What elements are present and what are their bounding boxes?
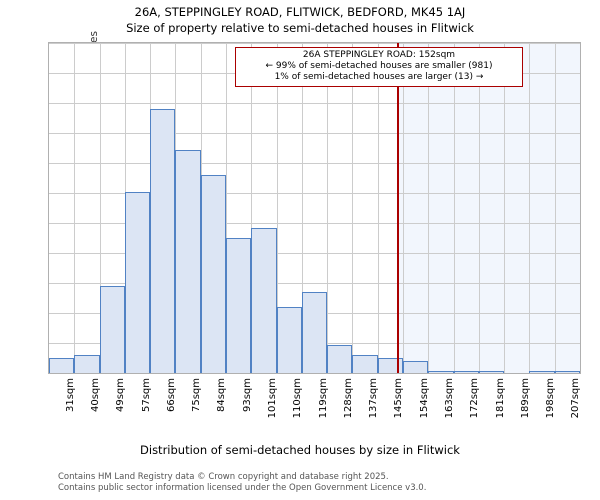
gridline-h: [49, 133, 580, 134]
gridline-h: [49, 193, 580, 194]
histogram-bar: [125, 191, 150, 373]
x-tick-label: 110sqm: [292, 378, 304, 419]
x-tick-label: 40sqm: [89, 378, 101, 413]
x-tick-label: 128sqm: [342, 378, 354, 419]
histogram-bar: [201, 175, 226, 373]
gridline-h: [49, 103, 580, 104]
x-tick-label: 163sqm: [443, 378, 455, 419]
histogram-bar: [277, 307, 302, 373]
gridline-v: [251, 43, 252, 373]
histogram-bar: [479, 371, 504, 373]
x-tick-label: 84sqm: [216, 378, 228, 413]
histogram-bar: [49, 358, 74, 373]
histogram-bar: [529, 371, 555, 373]
gridline-v: [504, 43, 505, 373]
histogram-bar: [555, 371, 580, 373]
annotation-smaller: ← 99% of semi-detached houses are smalle…: [265, 61, 493, 71]
gridline-v: [74, 43, 75, 373]
x-tick-label: 189sqm: [519, 378, 531, 419]
x-tick-label: 101sqm: [266, 378, 278, 419]
x-tick-label: 31sqm: [64, 378, 76, 413]
gridline-v: [327, 43, 328, 373]
gridline-v: [454, 43, 455, 373]
gridline-v: [428, 43, 429, 373]
x-tick-label: 119sqm: [317, 378, 329, 419]
histogram-bar: [352, 355, 378, 373]
chart-subtitle: Size of property relative to semi-detach…: [126, 21, 474, 35]
x-tick-label: 154sqm: [418, 378, 430, 419]
gridline-v: [277, 43, 278, 373]
gridline-v: [403, 43, 404, 373]
x-tick-label: 75sqm: [191, 378, 203, 413]
gridline-h: [49, 163, 580, 164]
histogram-bar: [428, 371, 454, 373]
gridline-h: [49, 223, 580, 224]
footer-line-2: Contains public sector information licen…: [58, 482, 427, 493]
x-tick-label: 207sqm: [570, 378, 582, 419]
larger-region-shading: [396, 43, 580, 373]
histogram-bar: [175, 149, 201, 373]
annotation-larger: 1% of semi-detached houses are larger (1…: [274, 72, 484, 82]
property-annotation-box: 26A STEPPINGLEY ROAD: 152sqm ← 99% of se…: [235, 47, 523, 87]
page-title: 26A, STEPPINGLEY ROAD, FLITWICK, BEDFORD…: [134, 5, 466, 19]
gridline-v: [352, 43, 353, 373]
gridline-v: [100, 43, 101, 373]
x-tick-label: 172sqm: [469, 378, 481, 419]
x-tick-label: 66sqm: [165, 378, 177, 413]
histogram-bar: [454, 371, 479, 373]
footer-line-1: Contains HM Land Registry data © Crown c…: [58, 472, 389, 482]
x-tick-label: 137sqm: [368, 378, 380, 419]
histogram-bar: [150, 109, 175, 373]
x-tick-label: 49sqm: [115, 378, 127, 413]
histogram-bar: [403, 361, 428, 373]
histogram-bar: [74, 355, 100, 373]
histogram-bar: [100, 286, 125, 373]
gridline-v: [555, 43, 556, 373]
x-axis-label: Distribution of semi-detached houses by …: [140, 443, 460, 457]
histogram-bar: [378, 358, 403, 373]
footer-attribution: Contains HM Land Registry data © Crown c…: [58, 472, 426, 493]
gridline-v: [226, 43, 227, 373]
gridline-v: [302, 43, 303, 373]
gridline-h: [49, 43, 580, 44]
x-tick-label: 181sqm: [494, 378, 506, 419]
gridline-v: [479, 43, 480, 373]
histogram-bar: [327, 344, 352, 373]
histogram-bar: [302, 292, 327, 373]
plot-area: [48, 42, 581, 374]
annotation-title: 26A STEPPINGLEY ROAD: 152sqm: [302, 50, 456, 60]
x-tick-label: 145sqm: [393, 378, 405, 419]
gridline-v: [529, 43, 530, 373]
histogram-bar: [226, 238, 251, 373]
x-tick-label: 57sqm: [140, 378, 152, 413]
histogram-bar: [251, 227, 277, 373]
gridline-v: [378, 43, 379, 373]
gridline-h: [49, 283, 580, 284]
chart-title-block: 26A, STEPPINGLEY ROAD, FLITWICK, BEDFORD…: [0, 4, 600, 36]
property-size-marker-line: [396, 43, 399, 373]
x-tick-label: 93sqm: [241, 378, 253, 413]
gridline-h: [49, 253, 580, 254]
x-tick-label: 198sqm: [545, 378, 557, 419]
